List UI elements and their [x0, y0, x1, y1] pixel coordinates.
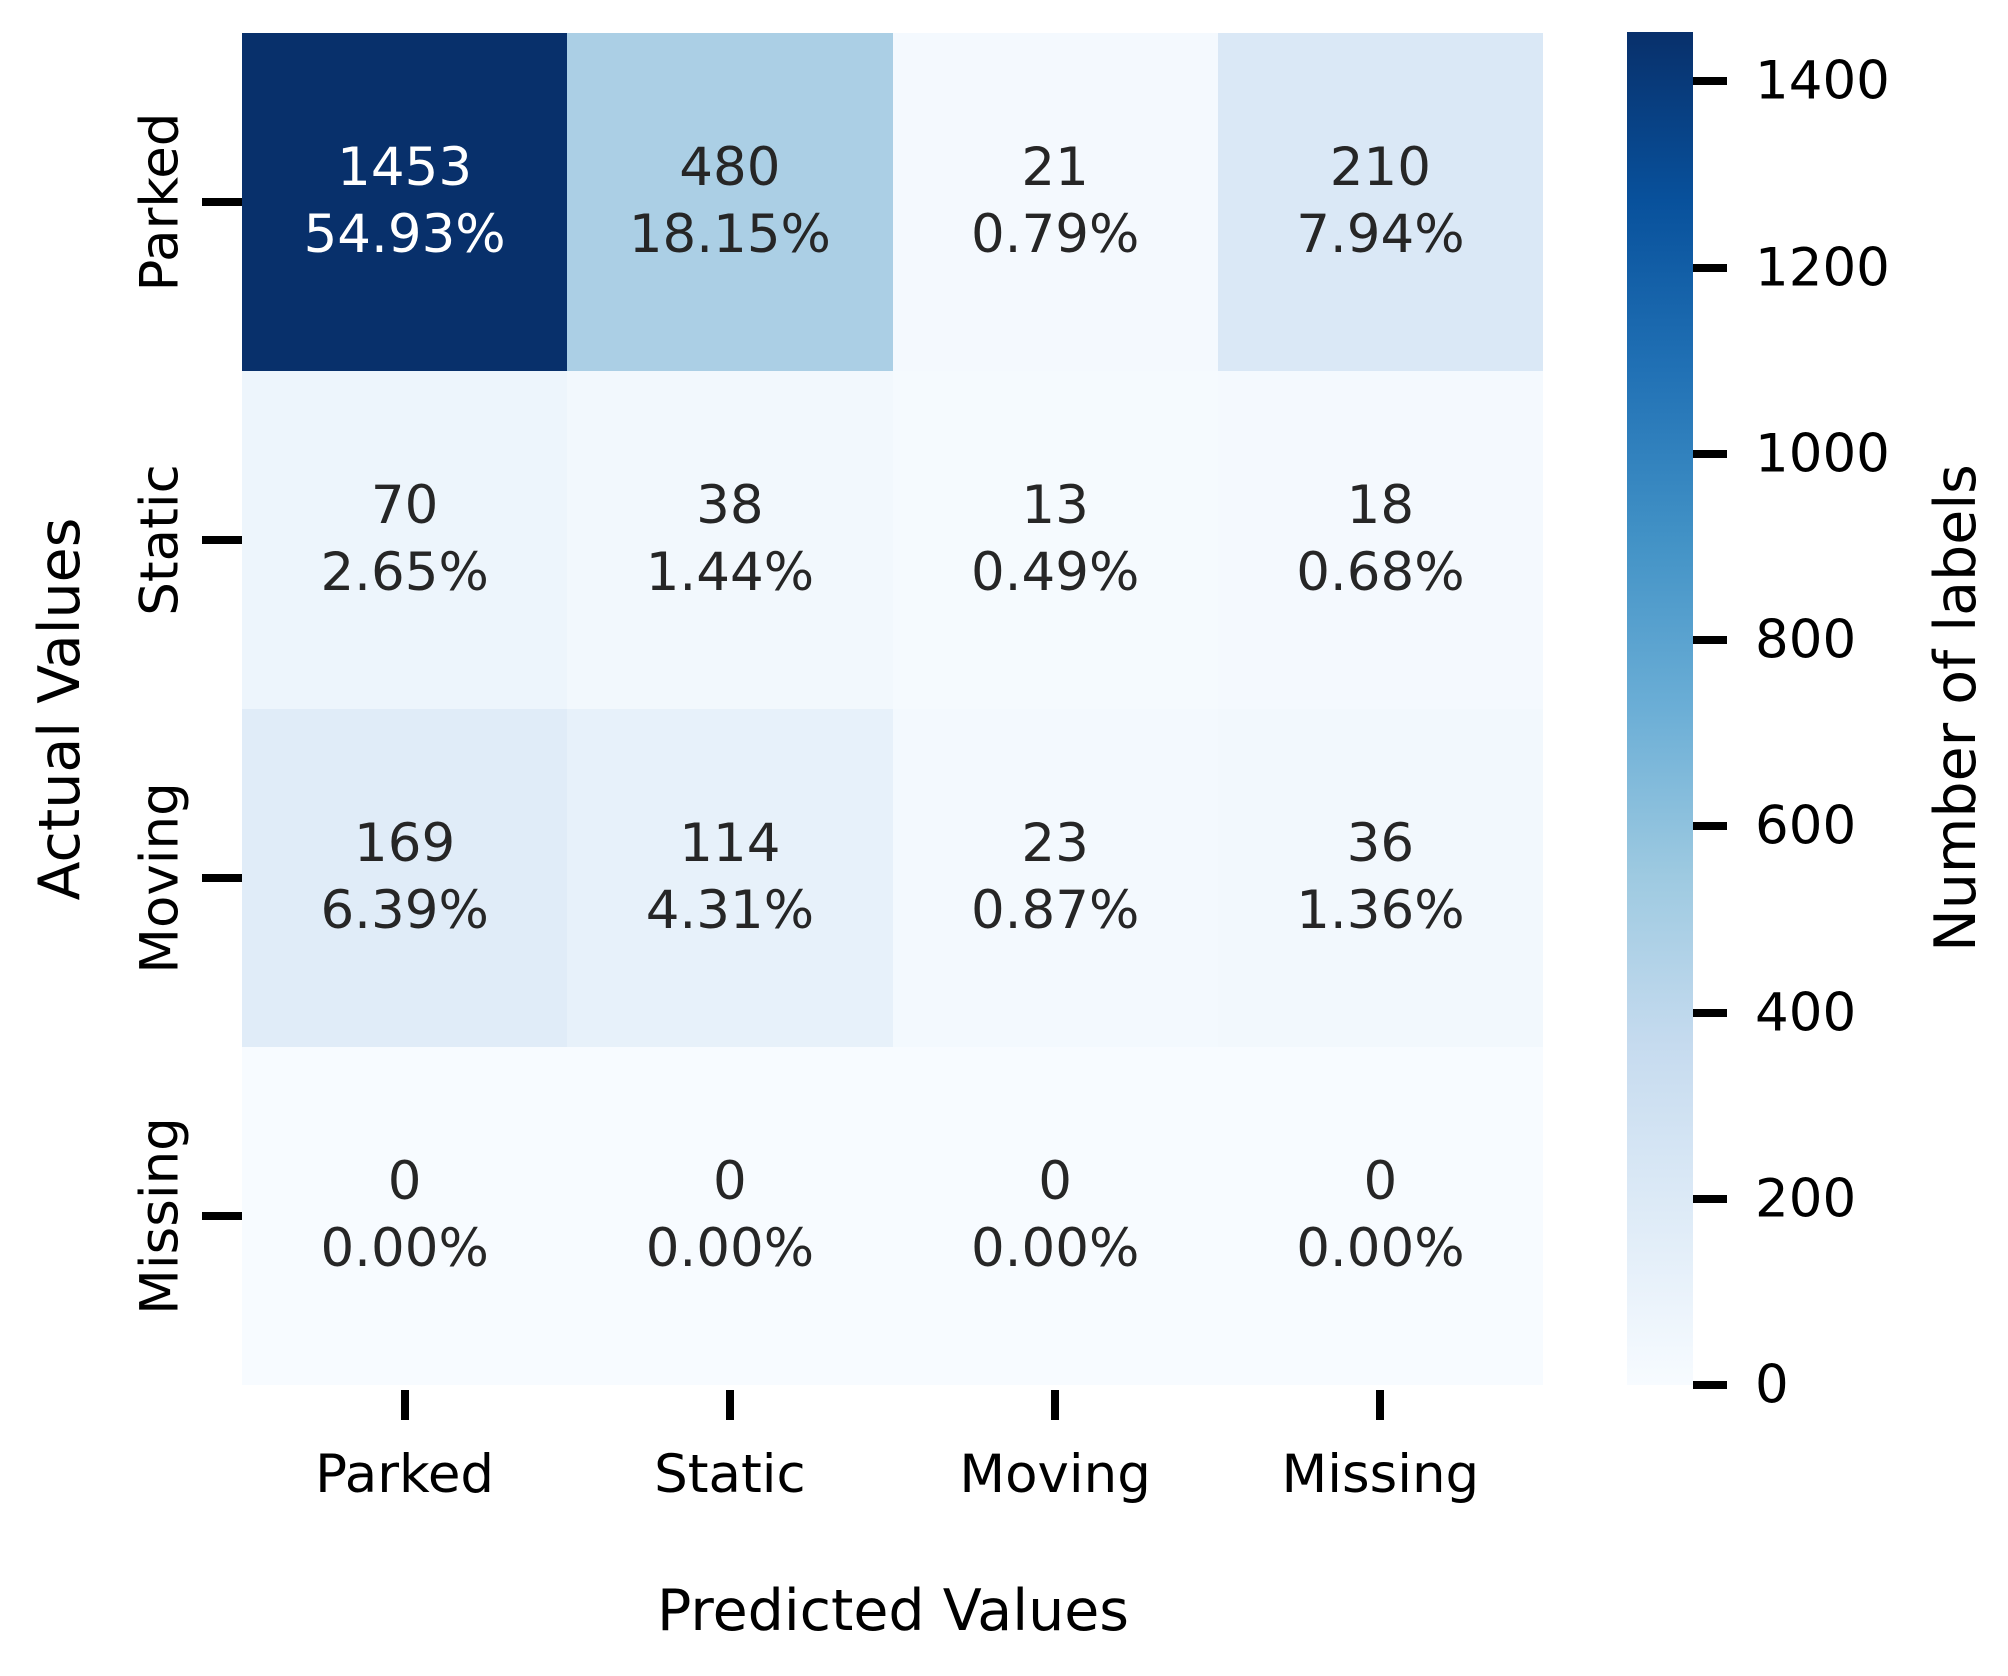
cell-percent: 1.36% [1296, 880, 1465, 941]
x-tick-label-parked: Parked [315, 1444, 495, 1505]
cell-percent: 2.65% [320, 542, 489, 603]
colorbar-tick-label-1200: 1200 [1755, 237, 1890, 299]
cell-count: 36 [1346, 813, 1415, 875]
colorbar-tick-label-200: 200 [1755, 1168, 1857, 1230]
heatmap-grid: 1453 54.93% 480 18.15% 21 0.79% 210 7.94% 70 2.65… [242, 33, 1543, 1385]
x-tick-label-missing: Missing [1281, 1444, 1480, 1505]
cell-percent: 4.31% [645, 880, 815, 941]
cell-count: 70 [370, 475, 439, 537]
x-tick-label-moving: Moving [959, 1444, 1151, 1505]
colorbar-tick-mark [1693, 449, 1727, 458]
cell-percent: 0.79% [970, 204, 1140, 265]
colorbar-tick-label-600: 600 [1755, 795, 1857, 857]
y-tick-mark [202, 874, 242, 882]
cell-count: 480 [679, 137, 781, 199]
heatmap-cell-missing-parked: 0 0.00% [242, 1047, 568, 1385]
colorbar-tick-mark [1693, 1381, 1727, 1389]
colorbar-tick-mark [1693, 636, 1727, 645]
heatmap-cell-missing-moving: 0 0.00% [892, 1047, 1218, 1385]
cell-count: 114 [679, 813, 781, 875]
heatmap-cell-missing-missing: 0 0.00% [1217, 1047, 1543, 1385]
heatmap-cell-moving-parked: 169 6.39% [242, 709, 568, 1047]
cell-count: 210 [1329, 137, 1431, 199]
cell-percent: 7.94% [1296, 204, 1465, 265]
cell-count: 21 [1021, 137, 1089, 199]
cell-count: 0 [1038, 1151, 1072, 1213]
cell-percent: 0.87% [970, 880, 1140, 941]
cell-percent: 0.00% [1296, 1218, 1465, 1279]
cell-percent: 1.44% [645, 542, 815, 603]
colorbar-tick-mark [1693, 263, 1727, 272]
y-axis-title: Actual Values [27, 517, 93, 901]
heatmap-cell-parked-parked: 1453 54.93% [242, 33, 568, 371]
y-tick-label-static: Static [129, 464, 191, 616]
heatmap-cell-parked-static: 480 18.15% [567, 33, 893, 371]
colorbar-tick-label-1400: 1400 [1755, 50, 1890, 112]
cell-percent: 6.39% [320, 880, 489, 941]
heatmap-cell-parked-moving: 21 0.79% [892, 33, 1218, 371]
colorbar-tick-label-800: 800 [1755, 609, 1857, 671]
cell-count: 0 [1363, 1151, 1398, 1213]
colorbar-tick-label-0: 0 [1755, 1354, 1789, 1416]
y-tick-mark [202, 198, 242, 206]
y-tick-mark [202, 1212, 242, 1220]
colorbar-tick-mark [1693, 1194, 1727, 1203]
heatmap-cell-missing-static: 0 0.00% [567, 1047, 893, 1385]
colorbar-tick-mark [1693, 822, 1727, 831]
cell-count: 0 [713, 1151, 747, 1213]
heatmap-cell-static-static: 38 1.44% [567, 371, 893, 709]
colorbar-tick-label-400: 400 [1755, 982, 1857, 1044]
colorbar-tick-label-1000: 1000 [1755, 423, 1890, 485]
x-axis-title: Predicted Values [657, 1578, 1129, 1644]
cell-count: 1453 [337, 137, 473, 199]
x-tick-mark [725, 1390, 734, 1420]
heatmap-cell-static-missing: 18 0.68% [1217, 371, 1543, 709]
colorbar-tick-mark [1693, 77, 1727, 86]
colorbar-gradient [1627, 32, 1693, 1385]
cell-percent: 0.00% [320, 1218, 489, 1279]
heatmap-cell-parked-missing: 210 7.94% [1217, 33, 1543, 371]
y-tick-label-missing: Missing [129, 1117, 191, 1315]
cell-count: 23 [1021, 813, 1089, 875]
y-tick-mark [202, 536, 242, 544]
heatmap-cell-moving-static: 114 4.31% [567, 709, 893, 1047]
colorbar-tick-mark [1693, 1008, 1727, 1017]
heatmap-cell-moving-moving: 23 0.87% [892, 709, 1218, 1047]
cell-percent: 54.93% [303, 204, 506, 265]
colorbar-title: Number of labels [1923, 464, 1989, 952]
cell-percent: 18.15% [628, 204, 831, 265]
cell-count: 38 [696, 475, 764, 537]
heatmap-cell-static-moving: 13 0.49% [892, 371, 1218, 709]
y-tick-label-parked: Parked [129, 112, 191, 292]
heatmap-cell-moving-missing: 36 1.36% [1217, 709, 1543, 1047]
x-tick-mark [400, 1390, 409, 1420]
cell-percent: 0.00% [645, 1218, 815, 1279]
x-tick-label-static: Static [654, 1444, 806, 1505]
cell-count: 18 [1346, 475, 1415, 537]
x-tick-mark [1376, 1390, 1385, 1420]
cell-count: 13 [1021, 475, 1089, 537]
x-tick-mark [1051, 1390, 1060, 1420]
cell-count: 0 [387, 1151, 422, 1213]
heatmap-cell-static-parked: 70 2.65% [242, 371, 568, 709]
cell-percent: 0.68% [1296, 542, 1465, 603]
cell-percent: 0.00% [970, 1218, 1140, 1279]
y-tick-label-moving: Moving [129, 782, 191, 974]
cell-percent: 0.49% [970, 542, 1140, 603]
cell-count: 169 [354, 813, 456, 875]
